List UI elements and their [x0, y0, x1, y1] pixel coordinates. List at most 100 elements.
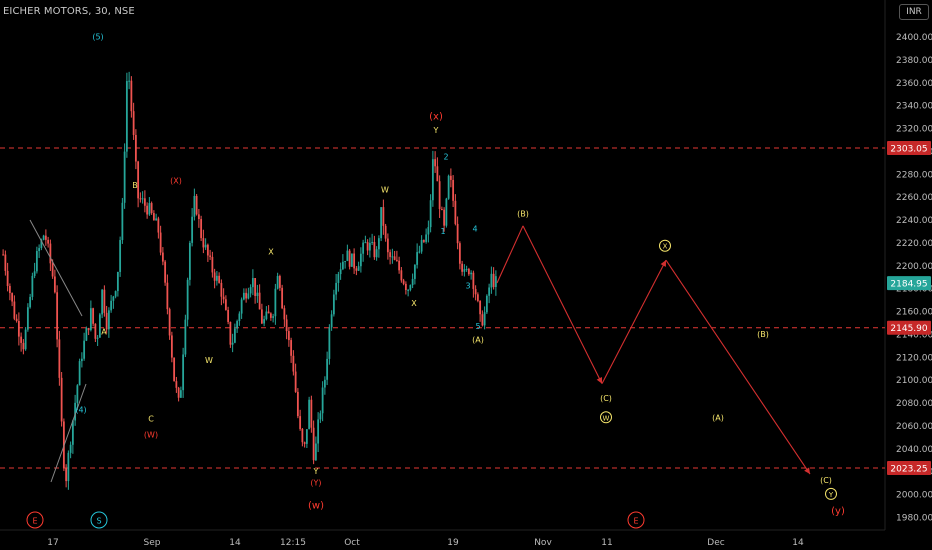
candle-body — [481, 314, 484, 326]
wave-label: (y) — [831, 506, 845, 517]
candle-body — [161, 252, 164, 262]
candle-body — [247, 293, 250, 299]
candle-body — [458, 243, 461, 264]
candle-body — [301, 428, 304, 443]
candle-body — [339, 269, 342, 275]
candle-body — [263, 319, 266, 324]
candle-body — [220, 282, 223, 297]
time-tick-label: 12:15 — [280, 538, 306, 548]
wave-label: 2 — [443, 152, 448, 161]
candle-body — [479, 300, 482, 315]
candle-body — [283, 308, 286, 320]
candle-body — [386, 238, 389, 253]
candle-body — [157, 218, 160, 233]
candle-body — [53, 276, 56, 293]
wave-label: Y — [433, 126, 439, 135]
candle-body — [474, 288, 477, 295]
candle-body — [240, 299, 243, 314]
candle-body — [132, 111, 135, 135]
candle-body — [402, 280, 405, 284]
candle-body — [184, 319, 187, 355]
candle-body — [488, 287, 491, 296]
event-badge-label: E — [32, 517, 37, 526]
price-tick-label: 2080.00 — [896, 399, 932, 409]
candle-body — [56, 292, 59, 340]
candle-body — [404, 283, 407, 291]
price-level-tag — [887, 461, 931, 476]
candle-body — [314, 443, 317, 461]
candle-body — [58, 339, 61, 378]
price-tick-label: 2060.00 — [896, 422, 932, 432]
price-tick-label: 2340.00 — [896, 102, 932, 112]
candle-body — [310, 399, 313, 428]
candle-body — [411, 278, 414, 286]
candle-body — [434, 159, 437, 167]
candle-body — [330, 314, 333, 328]
price-tick-label: 2160.00 — [896, 308, 932, 318]
candle-body — [98, 314, 101, 338]
candle-body — [213, 272, 216, 281]
candle-body — [26, 307, 29, 330]
candle-body — [215, 275, 218, 281]
wave-label: (W) — [144, 430, 158, 439]
candle-body — [420, 240, 423, 252]
candle-body — [382, 207, 385, 226]
wave-label: (C) — [820, 476, 832, 485]
candle-body — [447, 175, 450, 199]
wave-label-circle — [600, 411, 612, 424]
candle-body — [467, 268, 470, 275]
candle-body — [332, 294, 335, 315]
candle-body — [193, 195, 196, 217]
wave-label: W — [381, 186, 389, 195]
candle-body — [67, 452, 70, 482]
candle-body — [112, 296, 115, 301]
candle-body — [76, 385, 79, 403]
candle-body — [416, 252, 419, 265]
candle-body — [173, 357, 176, 382]
candle-body — [328, 327, 331, 359]
candle-body — [87, 328, 90, 331]
wave-label: (B) — [757, 330, 769, 339]
candle-body — [436, 166, 439, 182]
candle-body — [155, 218, 158, 221]
candle-body — [346, 250, 349, 262]
projection-segment — [522, 225, 603, 384]
candle-body — [148, 203, 151, 215]
candle-body — [238, 313, 241, 322]
candle-body — [251, 278, 254, 288]
candle-body — [233, 328, 236, 343]
candle-body — [429, 200, 432, 228]
candle-body — [366, 242, 369, 251]
price-tick-label: 2000.00 — [896, 491, 932, 501]
candle-body — [272, 316, 275, 318]
candle-body — [326, 358, 329, 380]
candle-body — [164, 261, 167, 283]
candle-body — [323, 379, 326, 388]
candle-body — [71, 420, 74, 445]
candle-body — [191, 216, 194, 243]
candle-body — [4, 254, 7, 271]
wave-label-circle — [825, 487, 837, 500]
price-tick-label: 2280.00 — [896, 170, 932, 180]
candle-body — [256, 292, 259, 297]
candle-body — [33, 271, 36, 276]
candle-body — [290, 340, 293, 356]
trendline — [50, 383, 87, 483]
price-level-label: 2023.25 — [890, 465, 927, 475]
candle-body — [276, 275, 279, 289]
candle-body — [470, 272, 473, 275]
candle-body — [35, 251, 38, 272]
currency-badge[interactable]: INR — [899, 4, 929, 20]
time-tick-label: 19 — [447, 538, 459, 548]
candle-body — [285, 319, 288, 332]
candle-body — [60, 377, 63, 422]
candle-body — [425, 234, 428, 242]
candle-body — [105, 312, 108, 330]
candle-body — [168, 309, 171, 336]
candle-body — [317, 419, 320, 444]
wave-label: (4) — [75, 405, 86, 414]
candle-body — [384, 225, 387, 239]
candle-body — [375, 249, 378, 258]
wave-label: (C) — [600, 394, 612, 403]
